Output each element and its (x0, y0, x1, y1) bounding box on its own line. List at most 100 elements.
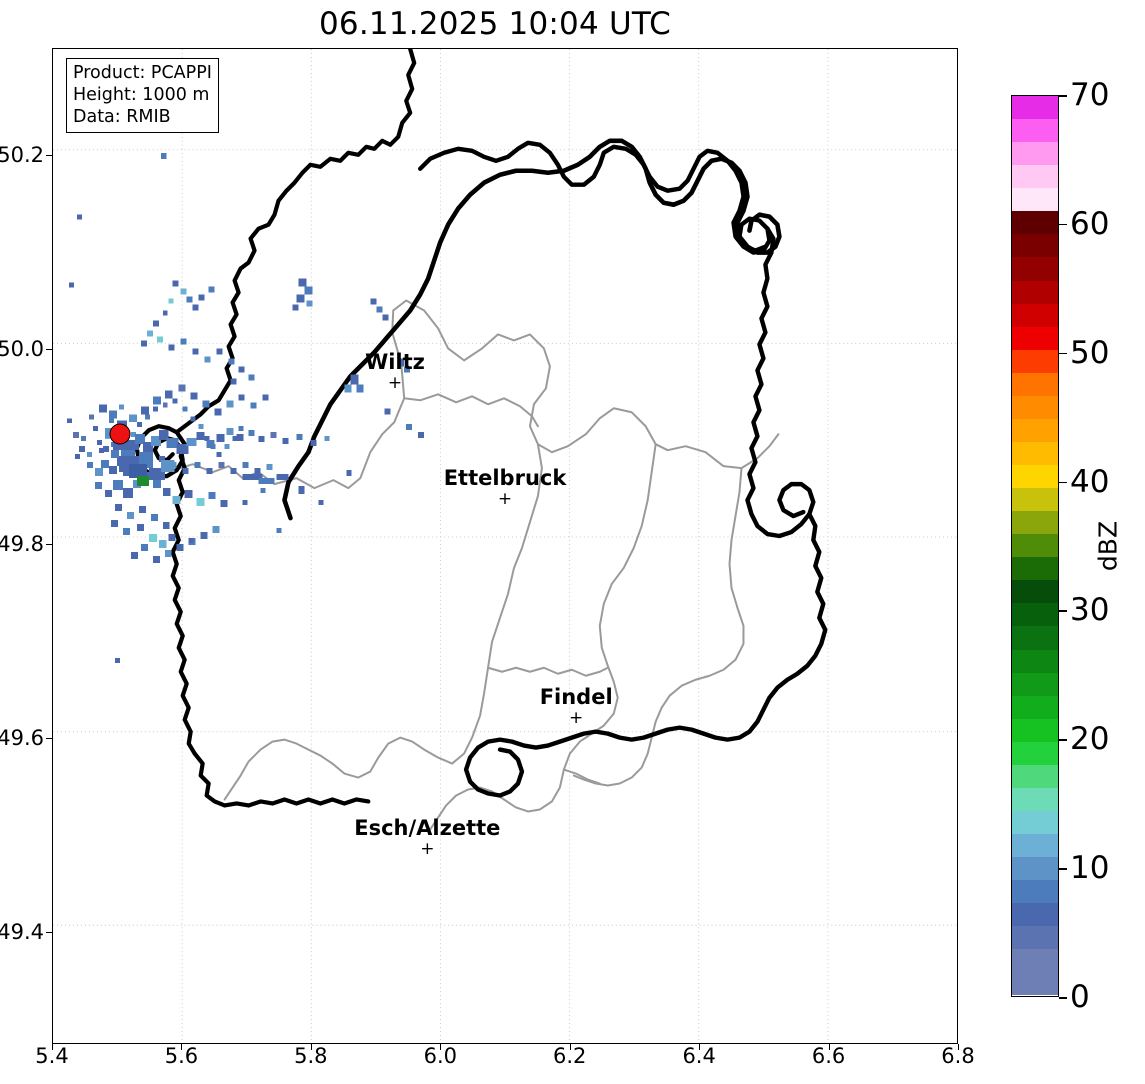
city-name: Esch/Alzette (354, 815, 501, 840)
colorbar-band (1012, 603, 1058, 627)
x-tick-label: 6.0 (423, 1044, 457, 1068)
colorbar-band (1012, 626, 1058, 650)
colorbar-tick-label: 70 (1070, 77, 1110, 113)
radar-site-marker[interactable] (109, 423, 131, 445)
y-tick-label: 49.8 (0, 531, 44, 556)
x-tick-mark (440, 1044, 442, 1050)
colorbar-band (1012, 972, 1058, 996)
colorbar-band (1012, 303, 1058, 327)
info-box: Product: PCAPPI Height: 1000 m Data: RMI… (66, 58, 219, 134)
x-tick-mark (699, 1044, 701, 1050)
colorbar-band (1012, 926, 1058, 950)
x-tick-mark (52, 1044, 53, 1050)
info-data: Data: RMIB (73, 107, 171, 128)
x-tick-mark (310, 1044, 312, 1050)
colorbar-band (1012, 349, 1058, 373)
colorbar-tick-label: 10 (1070, 850, 1110, 887)
colorbar-band (1012, 119, 1058, 143)
y-tick-label: 49.4 (0, 920, 44, 945)
colorbar-title: dBZ (1093, 520, 1123, 572)
colorbar[interactable] (1011, 95, 1059, 997)
city-name: Findel (539, 684, 613, 709)
x-tick-label: 5.4 (35, 1044, 69, 1068)
colorbar-tick-mark (1059, 223, 1067, 226)
colorbar-band (1012, 511, 1058, 535)
y-tick-label: 50.2 (0, 142, 44, 167)
city-label-wiltz: Wiltz + (365, 349, 425, 392)
y-tick-mark (46, 737, 52, 739)
info-product: Product: PCAPPI (73, 63, 212, 83)
map-plot-area[interactable] (52, 48, 958, 1044)
x-tick-label: 6.2 (553, 1044, 587, 1068)
map-borders-layer (134, 49, 828, 831)
city-name: Wiltz (365, 349, 425, 374)
city-name: Ettelbruck (443, 466, 567, 491)
colorbar-band (1012, 672, 1058, 696)
grid-layer (53, 49, 957, 1043)
colorbar-tick-label: 60 (1070, 205, 1110, 242)
city-cross-icon: + (420, 838, 435, 859)
x-tick-mark (181, 1044, 183, 1050)
colorbar-band (1012, 903, 1058, 927)
colorbar-band (1012, 949, 1058, 973)
colorbar-band (1012, 418, 1058, 442)
city-cross-icon: + (569, 707, 584, 728)
city-label-findel: Findel + (539, 684, 613, 728)
x-tick-label: 5.8 (294, 1044, 328, 1068)
colorbar-tick-label: 0 (1070, 979, 1090, 1015)
colorbar-tick-mark (1059, 352, 1067, 355)
x-tick-mark (569, 1044, 571, 1050)
colorbar-band (1012, 465, 1058, 489)
y-tick-label: 50.0 (0, 337, 44, 362)
colorbar-band (1012, 764, 1058, 788)
y-tick-mark (46, 349, 52, 351)
colorbar-band (1012, 488, 1058, 512)
colorbar-band (1012, 695, 1058, 719)
colorbar-band (1012, 395, 1058, 419)
colorbar-band (1012, 534, 1058, 558)
colorbar-band (1012, 857, 1058, 881)
colorbar-band (1012, 326, 1058, 350)
x-tick-label: 6.4 (682, 1044, 716, 1068)
page-title: 06.11.2025 10:04 UTC (319, 6, 671, 42)
x-tick-mark (828, 1044, 830, 1050)
colorbar-band (1012, 718, 1058, 742)
x-tick-label: 6.8 (941, 1044, 975, 1068)
colorbar-band (1012, 441, 1058, 465)
colorbar-tick-mark (1059, 610, 1067, 613)
y-tick-mark (46, 932, 52, 934)
colorbar-tick-label: 30 (1070, 592, 1110, 629)
colorbar-band (1012, 188, 1058, 212)
colorbar-band (1012, 649, 1058, 673)
colorbar-tick-mark (1059, 739, 1067, 741)
x-tick-label: 5.6 (164, 1044, 199, 1068)
colorbar-tick-label: 20 (1070, 721, 1110, 758)
colorbar-band (1012, 880, 1058, 904)
colorbar-band (1012, 257, 1058, 281)
radar-echo-layer (66, 152, 425, 663)
colorbar-band (1012, 280, 1058, 304)
colorbar-tick-label: 50 (1070, 334, 1110, 371)
city-cross-icon: + (497, 489, 513, 510)
colorbar-band (1012, 96, 1058, 120)
colorbar-band (1012, 834, 1058, 858)
y-tick-mark (46, 543, 52, 545)
colorbar-band (1012, 557, 1058, 581)
colorbar-band (1012, 580, 1058, 604)
colorbar-band (1012, 142, 1058, 166)
x-tick-mark (958, 1044, 959, 1050)
colorbar-band (1012, 165, 1058, 189)
colorbar-tick-mark (1059, 997, 1067, 999)
y-tick-label: 49.6 (0, 725, 44, 750)
colorbar-band (1012, 741, 1058, 765)
colorbar-band (1012, 810, 1058, 834)
info-height: Height: 1000 m (73, 85, 210, 106)
colorbar-band (1012, 787, 1058, 811)
colorbar-band (1012, 372, 1058, 396)
colorbar-tick-mark (1059, 481, 1067, 484)
colorbar-tick-mark (1059, 95, 1067, 97)
colorbar-band (1012, 211, 1058, 235)
colorbar-band (1012, 234, 1058, 258)
colorbar-tick-label: 40 (1070, 463, 1110, 500)
